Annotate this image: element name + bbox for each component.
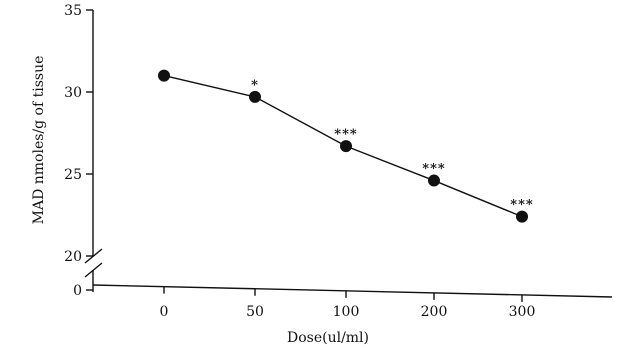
significance-label: *** xyxy=(510,198,533,213)
y-tick-label: 35 xyxy=(64,3,82,19)
x-axis-title: Dose(ul/ml) xyxy=(287,330,369,346)
y-axis-title: MAD nmoles/g of tissue xyxy=(31,56,47,225)
data-point xyxy=(249,90,261,103)
x-tick-label: 100 xyxy=(333,304,360,320)
significance-label: * xyxy=(251,78,259,93)
y-tick-label: 25 xyxy=(64,167,82,183)
y-tick-label: 20 xyxy=(64,249,82,265)
x-tick-label: 200 xyxy=(421,304,448,320)
significance-label: *** xyxy=(422,162,445,177)
data-point xyxy=(158,69,170,82)
data-point xyxy=(340,140,352,153)
x-axis xyxy=(92,284,613,298)
x-tick-label: 300 xyxy=(509,304,536,320)
y-tick-label: 30 xyxy=(64,85,82,101)
y-tick-label: 0 xyxy=(73,283,82,299)
x-ticks: 0 50 100 200 300 xyxy=(160,286,536,320)
x-tick-label: 0 xyxy=(160,304,169,320)
significance-label: *** xyxy=(334,127,357,142)
data-point xyxy=(428,174,440,187)
axis-break-mark xyxy=(84,248,103,264)
y-ticks: 35 30 25 20 0 xyxy=(64,3,93,299)
data-points xyxy=(158,69,528,223)
significance-labels: ********** xyxy=(251,78,533,213)
axis-break-mark-2 xyxy=(84,262,103,278)
data-point xyxy=(516,210,528,223)
x-tick-label: 50 xyxy=(246,304,264,320)
